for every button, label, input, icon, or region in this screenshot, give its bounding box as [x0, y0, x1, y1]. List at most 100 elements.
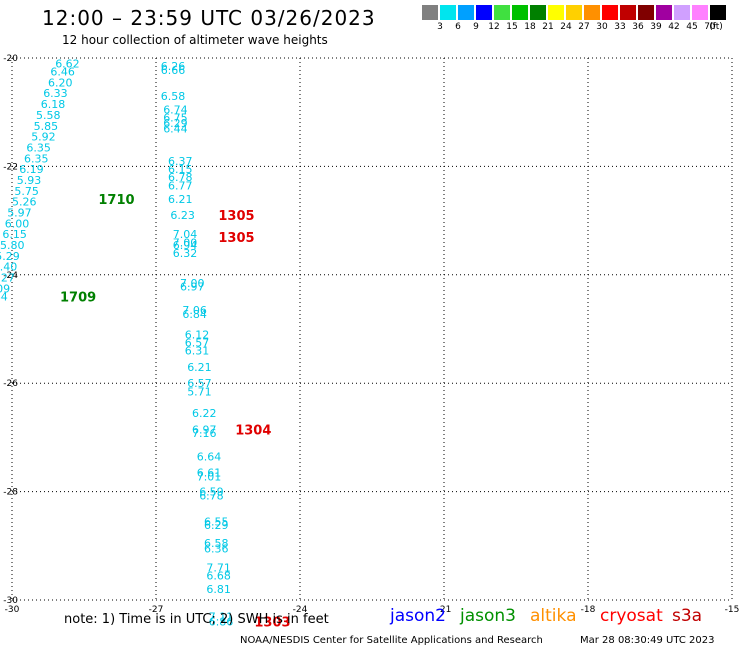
swh-value-track-b: 6.31 — [185, 345, 210, 358]
swh-value-track-a: 6.46 — [50, 66, 75, 79]
swh-value-track-a: 5.80 — [0, 239, 25, 252]
swh-value-track-b: 7.00 — [180, 277, 205, 290]
swh-value-track-b: 5.71 — [187, 385, 212, 398]
swh-value-track-b: 7.00 — [173, 236, 198, 249]
swh-value-track-b: 6.84 — [182, 308, 207, 321]
legend-swatch-label: 42 — [668, 22, 680, 32]
swh-value-track-a: 6.00 — [5, 217, 30, 230]
swh-value-track-a: 7.09 — [0, 282, 10, 295]
swh-value-track-b: 6.57 — [185, 337, 210, 350]
swh-value-track-b: 6.15 — [168, 163, 193, 176]
y-tick-label: -22 — [3, 162, 18, 172]
legend-swatch — [494, 5, 511, 20]
units-note: note: 1) Time is in UTC; 2) SWH is in fe… — [64, 612, 329, 627]
pass-time-label: 1305 — [218, 209, 254, 224]
swh-value-track-a: 5.75 — [14, 185, 39, 198]
legend-swatch-label: 12 — [488, 22, 500, 32]
swh-value-track-b: 6.97 — [180, 281, 205, 294]
swh-value-track-b: 6.75 — [163, 112, 188, 125]
swh-value-track-b: 6.32 — [173, 247, 198, 260]
swh-value-track-b: 6.61 — [197, 467, 222, 480]
legend-swatch — [530, 5, 547, 20]
swh-value-track-a: 5.97 — [7, 206, 32, 219]
legend-unit: (ft) — [709, 22, 723, 32]
swh-value-track-b: 6.86 — [209, 616, 234, 629]
page-subtitle: 12 hour collection of altimeter wave hei… — [62, 33, 328, 47]
swh-value-track-a: 5.92 — [31, 131, 56, 144]
swh-value-track-a: 6.15 — [2, 228, 27, 241]
legend-swatch — [512, 5, 529, 20]
swh-value-track-b: 6.59 — [199, 486, 224, 499]
swh-value-track-b: 6.68 — [206, 570, 231, 583]
swh-value-track-a: 6.19 — [19, 163, 44, 176]
wave-height-legend: 3 6 9 12 15 18 21 24 27 30 33 36 39 42 45 70 (ft) — [422, 5, 732, 37]
y-tick-label: -30 — [3, 596, 18, 606]
swh-value-track-b: 6.58 — [161, 90, 186, 103]
pass-time-label: 1710 — [98, 193, 134, 208]
legend-swatch-label: 36 — [632, 22, 644, 32]
legend-swatch — [674, 5, 691, 20]
legend-swatch — [422, 5, 439, 20]
satellite-label-cryosat: cryosat — [600, 606, 663, 626]
swh-value-track-b: 6.37 — [168, 155, 193, 168]
legend-swatch — [584, 5, 601, 20]
swh-value-track-b: 6.58 — [204, 537, 229, 550]
swh-value-track-a: 5.26 — [12, 196, 37, 209]
legend-swatch-label: 27 — [578, 22, 590, 32]
pass-time-label: 1303 — [254, 616, 290, 631]
swh-value-track-a: 7.44 — [0, 290, 8, 303]
swh-value-track-b: 6.21 — [187, 361, 212, 374]
legend-swatch-label: 6 — [455, 22, 461, 32]
swh-value-track-b: 6.21 — [168, 193, 193, 206]
swh-value-track-b: 6.57 — [187, 377, 212, 390]
swh-value-track-a: 5.29 — [0, 250, 20, 263]
legend-swatch — [548, 5, 565, 20]
swh-value-track-b: 6.94 — [173, 239, 198, 252]
legend-swatch — [458, 5, 475, 20]
legend-swatch-label: 39 — [650, 22, 662, 32]
x-tick-label: -21 — [437, 605, 452, 615]
pass-time-label: 1305 — [218, 231, 254, 246]
swh-value-track-b: 7.04 — [173, 228, 198, 241]
x-tick-label: -15 — [725, 605, 740, 615]
swh-value-track-b: 7.06 — [182, 304, 207, 317]
satellite-label-jason3: jason3 — [460, 606, 516, 626]
legend-swatch-label: 70 — [704, 22, 716, 32]
satellite-label-s3a: s3a — [672, 606, 703, 626]
swh-value-track-b: 6.22 — [192, 407, 217, 420]
y-tick-label: -24 — [3, 271, 18, 281]
swh-value-track-b: 6.77 — [168, 179, 193, 192]
swh-value-track-a: 6.18 — [41, 98, 66, 111]
swh-value-track-a: 6.35 — [26, 141, 51, 154]
legend-swatch-label: 21 — [542, 22, 554, 32]
swh-value-track-b: 6.12 — [185, 328, 210, 341]
swh-value-track-b: 6.26 — [161, 60, 186, 73]
swh-value-track-b: 6.44 — [163, 122, 188, 135]
swh-value-track-b: 7.11 — [209, 610, 234, 623]
legend-swatch — [692, 5, 709, 20]
legend-swatch-label: 45 — [686, 22, 698, 32]
legend-swatch — [566, 5, 583, 20]
legend-swatch — [638, 5, 655, 20]
legend-swatch — [476, 5, 493, 20]
legend-swatch — [656, 5, 673, 20]
swh-value-track-b: 6.81 — [206, 583, 231, 596]
legend-swatch — [710, 5, 727, 20]
swh-value-track-b: 6.29 — [163, 117, 188, 130]
swh-value-track-a: 6.35 — [24, 152, 49, 165]
legend-swatch-label: 3 — [437, 22, 443, 32]
swh-value-track-b: 6.23 — [170, 209, 195, 222]
legend-swatch-label: 24 — [560, 22, 572, 32]
swh-value-track-a: 6.33 — [43, 87, 67, 100]
legend-swatch-label: 30 — [596, 22, 608, 32]
x-tick-label: -27 — [149, 605, 164, 615]
swh-value-track-a: 5.85 — [34, 120, 59, 133]
swh-value-track-b: 6.97 — [192, 423, 217, 436]
y-tick-label: -28 — [3, 488, 18, 498]
legend-swatch — [440, 5, 457, 20]
swh-value-track-b: 7.16 — [192, 427, 217, 440]
generated-timestamp: Mar 28 08:30:49 UTC 2023 — [580, 635, 715, 646]
swh-value-track-b: 6.78 — [199, 489, 224, 502]
pass-time-label: 1709 — [60, 290, 96, 305]
